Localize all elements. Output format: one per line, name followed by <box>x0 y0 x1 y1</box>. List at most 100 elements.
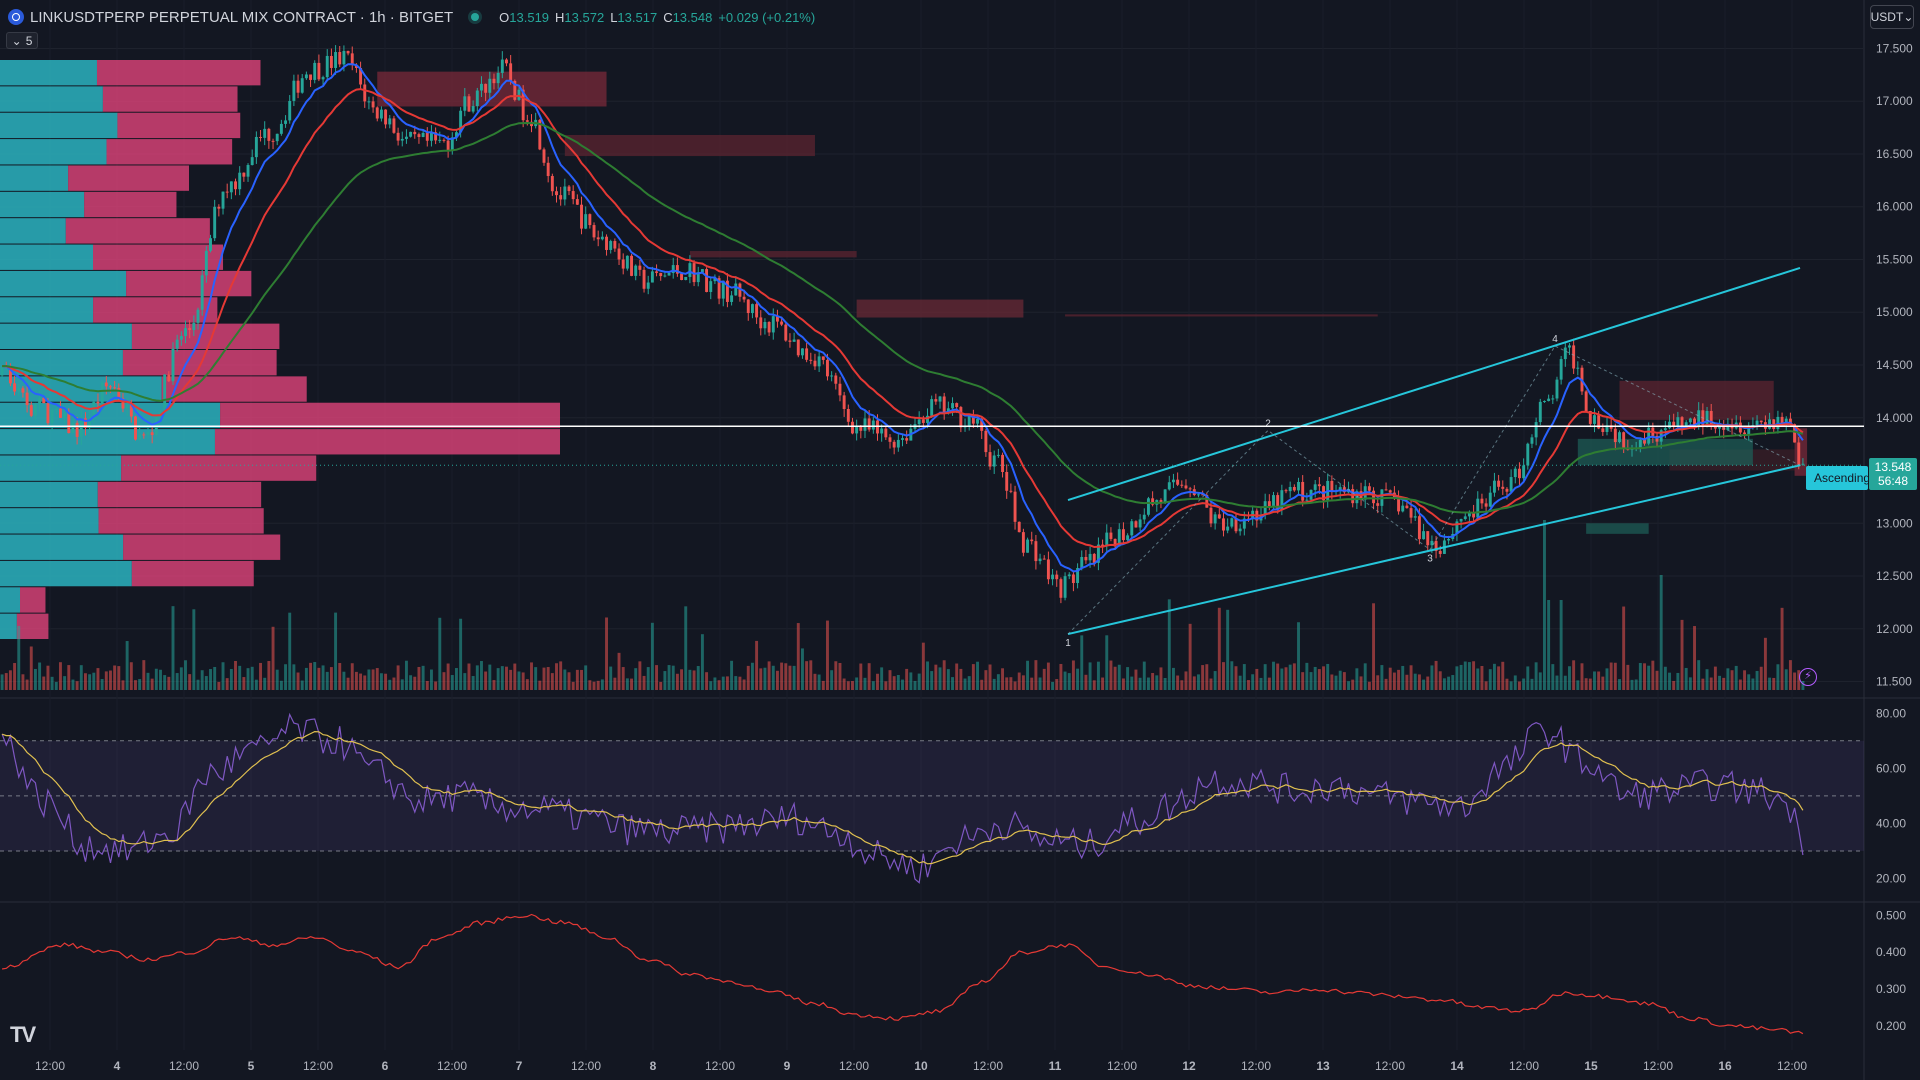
time-axis-label: 14 <box>1450 1059 1464 1073</box>
ascending-channel[interactable]: 1 2 3 4 <box>1065 266 1801 649</box>
volume-bar <box>480 661 483 690</box>
lightning-icon[interactable]: ⚡ <box>1799 668 1817 686</box>
volume-bar <box>1776 664 1780 690</box>
rsi-axis-label: 60.00 <box>1876 761 1906 775</box>
volume-bar <box>675 673 679 690</box>
candle-body <box>584 214 588 229</box>
volume-bar <box>388 679 392 690</box>
candle-body <box>1618 432 1621 443</box>
currency-selector-button[interactable]: USDT ⌄ <box>1870 5 1914 29</box>
volume-bar <box>584 665 588 690</box>
candle-body <box>1693 418 1696 426</box>
volume-bar <box>667 665 671 690</box>
volume-bar <box>1005 677 1009 690</box>
candle-body <box>100 382 104 404</box>
time-axis-label: 12:00 <box>1375 1059 1405 1073</box>
volume-profile-up-bar <box>0 218 66 244</box>
volume-bar <box>1338 670 1342 690</box>
volume-bar <box>159 669 162 690</box>
wave-label: 2 <box>1265 418 1271 429</box>
price-zone <box>377 71 607 107</box>
candle-body <box>1101 544 1105 547</box>
volume-bar <box>1188 623 1192 690</box>
volume-bar <box>546 667 550 690</box>
volume-bar <box>1180 680 1184 690</box>
volume-bar <box>1134 669 1138 690</box>
candle-body <box>1601 428 1605 432</box>
candle-body <box>259 136 262 138</box>
candle-body <box>1538 401 1542 423</box>
volume-bar <box>125 641 129 690</box>
volume-bar <box>1563 675 1567 690</box>
candle-body <box>1543 401 1546 403</box>
price-zone <box>1586 523 1649 534</box>
candle-body <box>83 418 87 428</box>
volume-bar <box>646 667 650 690</box>
candle-body <box>1613 428 1617 443</box>
candle-body <box>871 420 875 430</box>
volume-bar <box>1263 664 1267 690</box>
candle-body <box>696 272 700 283</box>
candle-body <box>292 80 296 101</box>
volume-bar <box>1684 667 1688 690</box>
volume-bar <box>1272 661 1275 690</box>
candle-body <box>1292 486 1296 491</box>
volume-bar <box>196 679 200 690</box>
candle-body <box>109 386 112 388</box>
volume-bar <box>213 666 217 690</box>
candle-body <box>417 134 421 137</box>
volume-bar <box>1509 681 1513 690</box>
pattern-label-ascending[interactable]: Ascending <box>1806 466 1868 490</box>
volume-bar <box>913 680 917 690</box>
candle-body <box>1522 465 1526 479</box>
candle-body <box>1330 480 1334 493</box>
volume-bar <box>1555 675 1559 690</box>
indicators-collapse-button[interactable]: ⌄ 5 <box>6 32 38 49</box>
price-axis-label: 17.500 <box>1876 41 1913 55</box>
candle-body <box>971 414 975 424</box>
volume-bar <box>367 669 371 690</box>
candle-body <box>1117 529 1121 547</box>
volume-bar <box>146 672 150 690</box>
volume-bar <box>284 664 288 690</box>
volume-bar <box>946 669 950 690</box>
volume-bar <box>1209 678 1213 690</box>
candle-body <box>709 281 713 292</box>
volume-profile-up-bar <box>0 481 98 508</box>
symbol-title[interactable]: LINKUSDTPERP PERPETUAL MIX CONTRACT · 1h… <box>30 8 454 26</box>
horizontal-level-line[interactable] <box>0 425 1864 466</box>
candle-body <box>467 96 471 112</box>
candle-body <box>1547 398 1551 402</box>
volume-bar <box>600 679 604 690</box>
volume-bar <box>750 662 754 690</box>
volume-bar <box>1059 663 1063 690</box>
volume-bar <box>938 667 942 690</box>
volume-bar <box>167 676 171 690</box>
candle-body <box>1513 468 1517 478</box>
candle-body <box>892 441 896 448</box>
candle-body <box>367 101 371 103</box>
tradingview-logo[interactable]: TV <box>10 1022 36 1047</box>
candle-body <box>1076 568 1080 584</box>
volume-bar <box>738 676 742 690</box>
volume-bar <box>951 677 954 690</box>
volume-bar <box>217 681 221 690</box>
volume-bar <box>780 662 784 690</box>
volume-profile-up-bar <box>0 323 132 349</box>
volume-bar <box>488 664 492 690</box>
volume-bar <box>325 671 329 690</box>
volume-bar <box>275 669 279 690</box>
candle-body <box>1384 489 1388 491</box>
volume-bar <box>459 618 463 690</box>
candle-body <box>1572 345 1576 369</box>
volume-bar <box>1751 678 1755 690</box>
volume-bar <box>1551 664 1555 690</box>
volume-bar <box>1513 675 1517 690</box>
candle-body <box>505 59 508 64</box>
volume-bar <box>92 672 96 690</box>
candle-body <box>375 107 379 119</box>
volume-bar <box>1659 575 1663 690</box>
volume-bar <box>417 666 421 690</box>
volume-bar <box>1738 679 1742 690</box>
